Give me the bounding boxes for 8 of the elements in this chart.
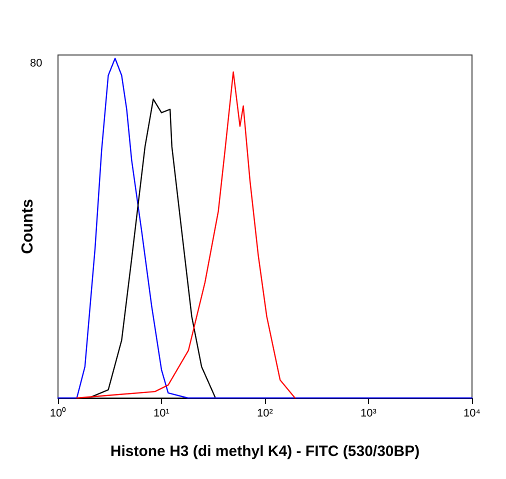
x-tick-label: 10²: [257, 408, 274, 420]
x-tick-label: 10³: [360, 408, 377, 420]
x-tick-label: 10⁴: [464, 408, 481, 420]
text: 80: [30, 58, 42, 70]
x-tick-label: 10⁰: [50, 406, 66, 420]
y-axis-title: Counts: [20, 198, 36, 254]
x-tick-label: 10¹: [154, 408, 170, 420]
x-axis-title: Histone H3 (di methyl K4) - FITC (530/30BP): [110, 443, 420, 460]
